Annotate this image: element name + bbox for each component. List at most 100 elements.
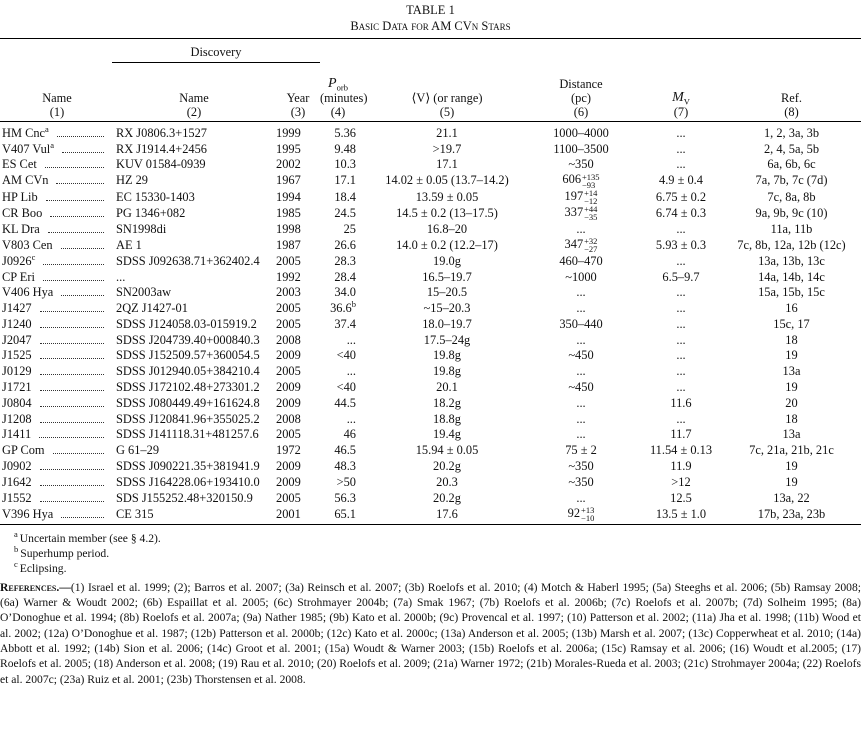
cell-text: 2005: [276, 253, 301, 268]
name-wrap: CP Eri: [2, 270, 112, 284]
cell-text: 6a, 6b, 6c: [767, 157, 816, 172]
cell-text: SDSS J092638.71+362402.4: [116, 253, 260, 268]
table-cell: J0926c: [0, 252, 112, 269]
table-cell: 6.75 ± 0.2: [640, 189, 722, 205]
cell-text: ...: [676, 221, 686, 236]
name: V803 Cen: [2, 238, 53, 252]
cell-text: 17.5–24g: [423, 332, 471, 347]
table-cell: AE 1: [112, 237, 272, 253]
table-cell: G 61–29: [112, 442, 272, 458]
name: J1525: [2, 348, 32, 362]
table-cell: 14.5 ± 0.2 (13–17.5): [372, 205, 522, 221]
cell-text: 2002: [276, 157, 301, 172]
cell-text: 1992: [276, 269, 301, 284]
cell-text: 11a, 11b: [770, 221, 813, 236]
table-cell: 20.2g: [372, 490, 522, 506]
table-cell: >19.7: [372, 141, 522, 157]
leader: [39, 303, 104, 313]
leader: [39, 461, 104, 471]
header-label: Ref.: [722, 91, 861, 105]
header-label: ⟨V⟩ (or range): [372, 91, 522, 105]
cell-text: ...: [346, 332, 356, 347]
table-cell: <40: [320, 348, 372, 364]
table-cell: ...: [640, 411, 722, 427]
cell-text: J0902: [2, 459, 32, 474]
cell-text: 11.6: [670, 395, 692, 410]
leader: [39, 335, 104, 344]
label: ⟨V⟩ (or range): [411, 91, 483, 105]
cell-text: 14.02 ± 0.05 (13.7–14.2): [385, 173, 509, 188]
table-cell: 20.3: [372, 474, 522, 490]
table-cell: 7a, 7b, 7c (7d): [722, 172, 861, 188]
name: J1240: [2, 317, 32, 331]
table-cell: J0129: [0, 363, 112, 379]
table-row: CP Eri... 1992 28.4 16.5–19.7 ~1000 6.5–9.7 14…: [0, 269, 861, 285]
header-number: (8): [784, 105, 799, 119]
table-cell: 9.48: [320, 141, 372, 157]
table-cell: 20: [722, 395, 861, 411]
cell-text: J1427: [2, 301, 32, 316]
table-cell: ...: [522, 363, 640, 379]
table-cell: SDSS J124058.03-015919.2: [112, 316, 272, 332]
table-row: HP Lib EC 15330-1403 1994 18.4 13.59 ± 0.05 1…: [0, 188, 861, 205]
table-cell: PG 1346+082: [112, 205, 272, 221]
table-cell: 16.5–19.7: [372, 269, 522, 285]
leader: [39, 493, 104, 502]
cell-text: 15a, 15b, 15c: [758, 285, 825, 300]
cell-text: <40: [336, 348, 356, 363]
note-text: Eclipsing.: [19, 561, 67, 575]
cell-text: SDSS J164228.06+193410.0: [116, 474, 260, 489]
table-cell: 13a, 22: [722, 490, 861, 506]
name: ES Cet: [2, 157, 37, 171]
label-sub: V: [683, 96, 690, 107]
table-cell: 18.4: [320, 189, 372, 205]
table-cell: 1967: [272, 172, 320, 188]
table-cell: 5.36: [320, 122, 372, 141]
table-cell: 20.2g: [372, 458, 522, 474]
cell-text: SDSS J141118.31+481257.6: [116, 427, 259, 442]
table-cell: J1240: [0, 316, 112, 332]
table-cell: 19.4g: [372, 427, 522, 443]
spacer: [0, 38, 112, 63]
cell-text: 10.3: [334, 157, 356, 172]
cell-text: V407 Vul: [2, 141, 51, 156]
label: Year: [286, 91, 310, 105]
cell-text: 18: [785, 332, 798, 347]
leader: [39, 477, 104, 486]
cell-text: J0804: [2, 395, 32, 410]
cell-text: >12: [671, 474, 691, 489]
name-wrap: ES Cet: [2, 157, 112, 171]
table-cell: V396 Hya: [0, 505, 112, 525]
table-cell: J1552: [0, 490, 112, 506]
data-table: Discovery Name (1) Name (2) Year (3) Porb (minut…: [0, 38, 861, 525]
name: J0804: [2, 396, 32, 410]
cell-text: 1, 2, 3a, 3b: [763, 125, 820, 140]
cell-text: ~450: [568, 380, 594, 395]
cell-text: 2009: [276, 474, 301, 489]
leader: [39, 398, 104, 407]
cell-text: 24.5: [334, 205, 356, 220]
header-number: (2): [186, 105, 202, 119]
cell-text: 9a, 9b, 9c (10): [755, 205, 828, 220]
cell-text: 18.4: [334, 189, 356, 204]
cell-text: 18.2g: [433, 395, 461, 410]
note-text: Superhump period.: [20, 546, 110, 560]
cell-text: 75 ± 2: [565, 443, 597, 458]
table-cell: SDS J155252.48+320150.9: [112, 490, 272, 506]
table-cell: 18: [722, 411, 861, 427]
table-cell: 19: [722, 379, 861, 395]
cell-text: 14.0 ± 0.2 (12.2–17): [396, 237, 498, 252]
note-text: Uncertain member (see § 4.2).: [19, 531, 161, 545]
table-cell: 20.1: [372, 379, 522, 395]
table-row: V396 Hya CE 315 2001 65.1 17.6 92 +13 −10 13.5 ±…: [0, 505, 861, 525]
table-row: J1411 SDSS J141118.31+481257.6 2005 46 19.4g…: [0, 427, 861, 443]
label: Name: [179, 91, 209, 105]
header-label: Distance: [522, 77, 640, 91]
header-number: (1): [49, 105, 65, 119]
cell-text: 19: [785, 348, 798, 363]
cell-text: J1411: [2, 427, 32, 442]
table-cell: 37.4: [320, 316, 372, 332]
cell-text: ES Cet: [2, 157, 37, 172]
header-label: MV: [640, 90, 722, 107]
label: Distance: [559, 77, 603, 91]
